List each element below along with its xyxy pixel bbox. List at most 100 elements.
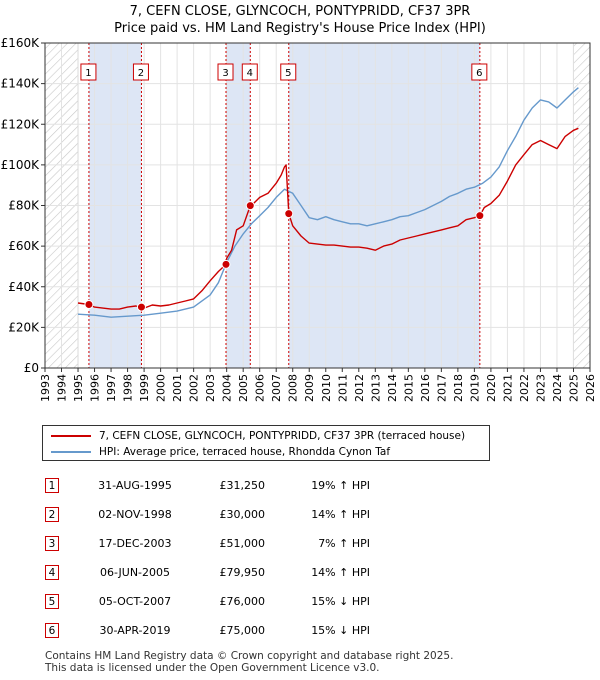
sale-label-text: 1	[85, 68, 91, 79]
property-price-line	[77, 127, 579, 310]
sale-label-text: 5	[285, 68, 291, 79]
x-tick-label: 2000	[155, 374, 168, 402]
x-tick-label: 1998	[122, 374, 135, 402]
x-tick-label: 2009	[303, 374, 316, 402]
sale-hpi-change: 14% ↑ HPI	[311, 566, 370, 579]
sale-row: 4 06-JUN-2005 £79,950 14% ↑ HPI	[0, 563, 600, 583]
sale-number-badge: 5	[45, 594, 59, 609]
x-tick-label: 2024	[551, 374, 564, 402]
x-tick-label: 2011	[336, 374, 349, 402]
sale-price: £30,000	[219, 508, 266, 521]
x-tick-label: 2005	[237, 374, 250, 402]
sale-label-text: 6	[476, 68, 482, 79]
sale-price: £51,000	[219, 537, 266, 550]
x-tick-label: 2022	[518, 374, 531, 402]
sale-label-box	[132, 63, 149, 81]
legend-swatch-property	[51, 435, 91, 437]
price-chart: 1 2 3 4 5 6 £0 £20K £40K £60K £80K £100K £120K £140K…	[1, 36, 597, 402]
sale-point	[136, 302, 146, 312]
legend-swatch-hpi	[51, 451, 91, 453]
sale-label-text: 3	[222, 68, 228, 79]
sale-point	[84, 300, 94, 310]
sale-label-box	[80, 63, 97, 81]
y-tick-label: £0	[24, 361, 39, 375]
sale-date: 31-AUG-1995	[98, 479, 172, 492]
x-tick-label: 1996	[89, 374, 102, 402]
sale-date: 02-NOV-1998	[98, 508, 172, 521]
y-tick-label: £140K	[1, 77, 41, 91]
sale-label-box	[471, 63, 488, 81]
x-tick-label: 2020	[485, 374, 498, 402]
sale-hpi-change: 14% ↑ HPI	[311, 508, 370, 521]
x-tick-label: 2025	[567, 374, 580, 402]
sale-row: 2 02-NOV-1998 £30,000 14% ↑ HPI	[0, 505, 600, 525]
sale-label-text: 2	[138, 68, 144, 79]
sale-point	[221, 259, 231, 269]
sale-number-badge: 1	[45, 478, 59, 493]
y-tick-label: £40K	[8, 280, 40, 294]
sale-price: £79,950	[219, 566, 266, 579]
sale-number-badge: 4	[45, 565, 59, 580]
sale-label-box	[241, 63, 258, 81]
sale-hpi-change: 7% ↑ HPI	[318, 537, 370, 550]
x-tick-label: 2015	[402, 374, 415, 402]
x-tick-label: 2014	[386, 374, 399, 402]
sale-price: £31,250	[219, 479, 266, 492]
x-tick-label: 1999	[138, 374, 151, 402]
sale-point	[284, 209, 294, 219]
sale-hpi-change: 15% ↓ HPI	[311, 595, 370, 608]
x-tick-label: 2013	[369, 374, 382, 402]
x-tick-label: 2004	[221, 374, 234, 402]
hpi-line	[77, 87, 579, 318]
x-tick-label: 1995	[72, 374, 85, 402]
x-tick-label: 2026	[584, 374, 597, 402]
y-tick-label: £120K	[1, 117, 41, 131]
legend-label-hpi: HPI: Average price, terraced house, Rhon…	[99, 446, 391, 458]
x-tick-label: 2012	[353, 374, 366, 402]
sale-label-text: 4	[247, 68, 253, 79]
sale-label-box	[217, 63, 234, 81]
sale-row: 5 05-OCT-2007 £76,000 15% ↓ HPI	[0, 592, 600, 612]
sale-price: £75,000	[219, 624, 266, 637]
sale-row: 3 17-DEC-2003 £51,000 7% ↑ HPI	[0, 534, 600, 554]
x-tick-label: 2023	[534, 374, 547, 402]
legend-label-property: 7, CEFN CLOSE, GLYNCOCH, PONTYPRIDD, CF3…	[99, 430, 466, 442]
sale-hpi-change: 19% ↑ HPI	[311, 479, 370, 492]
x-tick-label: 2003	[204, 374, 217, 402]
footer-copyright: Contains HM Land Registry data © Crown c…	[45, 650, 454, 662]
sale-point	[245, 201, 255, 211]
x-tick-label: 1993	[39, 374, 52, 402]
y-tick-label: £100K	[1, 158, 41, 172]
x-tick-label: 2001	[171, 374, 184, 402]
footer-licence: This data is licensed under the Open Gov…	[45, 662, 380, 674]
chart-subtitle: Price paid vs. HM Land Registry's House …	[114, 21, 486, 36]
y-tick-label: £20K	[8, 320, 40, 334]
x-tick-label: 2007	[270, 374, 283, 402]
sale-number-badge: 3	[45, 536, 59, 551]
sale-label-box	[280, 63, 297, 81]
sale-date: 05-OCT-2007	[98, 595, 172, 608]
x-tick-label: 2008	[287, 374, 300, 402]
sale-date: 30-APR-2019	[99, 624, 171, 637]
sale-date: 17-DEC-2003	[98, 537, 172, 550]
x-tick-label: 1994	[56, 374, 69, 402]
x-tick-label: 2017	[435, 374, 448, 402]
sale-date: 06-JUN-2005	[99, 566, 171, 579]
x-tick-label: 2010	[320, 374, 333, 402]
x-tick-label: 2002	[188, 374, 201, 402]
sale-row: 1 31-AUG-1995 £31,250 19% ↑ HPI	[0, 476, 600, 496]
sale-point	[475, 211, 485, 221]
sale-price: £76,000	[219, 595, 266, 608]
sale-number-badge: 2	[45, 507, 59, 522]
x-tick-label: 1997	[105, 374, 118, 402]
y-tick-label: £80K	[8, 199, 40, 213]
sale-number-badge: 6	[45, 623, 59, 638]
chart-title-line-1: 7, CEFN CLOSE, GLYNCOCH, PONTYPRIDD, CF3…	[129, 4, 471, 19]
x-tick-label: 2018	[452, 374, 465, 402]
chart-legend: 7, CEFN CLOSE, GLYNCOCH, PONTYPRIDD, CF3…	[42, 425, 490, 461]
sale-hpi-change: 15% ↓ HPI	[311, 624, 370, 637]
y-tick-label: £160K	[1, 36, 41, 50]
sale-row: 6 30-APR-2019 £75,000 15% ↓ HPI	[0, 621, 600, 641]
x-tick-label: 2021	[501, 374, 514, 402]
x-tick-label: 2006	[254, 374, 267, 402]
